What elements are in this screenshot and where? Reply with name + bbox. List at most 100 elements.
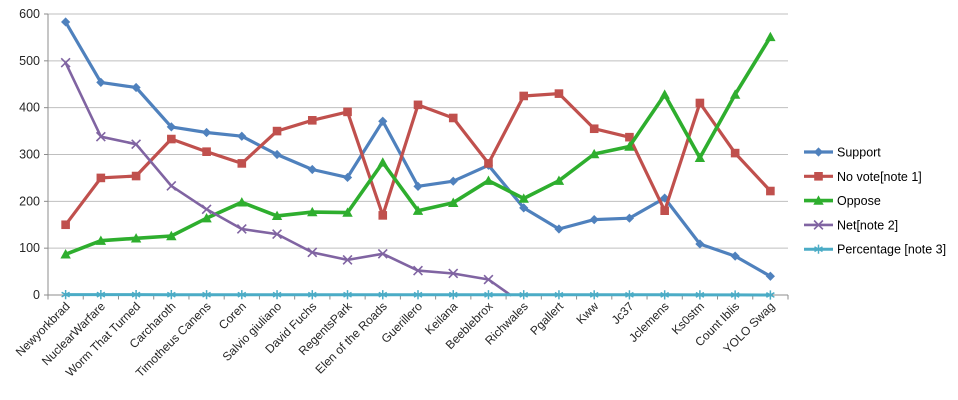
diamond-marker xyxy=(624,213,635,223)
square-marker xyxy=(96,173,106,183)
asterisk-marker xyxy=(730,290,740,300)
asterisk-marker xyxy=(484,290,493,300)
diamond-marker xyxy=(342,172,353,183)
series-oppose xyxy=(60,31,776,259)
axes: 0 100 200 300 400 500 600 xyxy=(19,7,789,302)
x-marker xyxy=(201,204,212,215)
series-support xyxy=(61,17,775,281)
asterisk-marker xyxy=(378,290,388,300)
x-marker xyxy=(307,247,318,258)
triangle-marker xyxy=(588,148,600,159)
diamond-marker xyxy=(554,224,564,234)
diamond-marker xyxy=(131,82,141,93)
triangle-marker xyxy=(166,230,177,241)
legend-label-support: Support xyxy=(837,146,881,160)
y-axis-tick-label: 500 xyxy=(19,54,40,68)
square-marker xyxy=(554,89,564,98)
x-marker xyxy=(95,131,106,142)
asterisk-marker xyxy=(766,290,775,300)
square-marker xyxy=(730,148,740,158)
x-axis-label-coren: Coren xyxy=(216,299,249,332)
legend-item-oppose: Oppose xyxy=(804,194,881,208)
diamond-marker xyxy=(96,77,106,87)
asterisk-marker xyxy=(237,290,247,300)
asterisk-marker xyxy=(625,290,634,300)
diamond-marker xyxy=(448,176,458,186)
series-line-net-note-2 xyxy=(64,61,512,297)
y-axis-tick-label: 200 xyxy=(19,194,40,208)
legend-label-net-note-2: Net[note 2] xyxy=(837,218,898,232)
asterisk-marker xyxy=(202,290,211,300)
series-line-oppose xyxy=(63,35,773,257)
series-net-note-2 xyxy=(60,57,512,297)
asterisk-marker xyxy=(589,290,599,300)
triangle-marker xyxy=(130,233,142,243)
triangle-marker xyxy=(448,197,459,207)
square-marker xyxy=(448,113,458,123)
triangle-marker xyxy=(659,89,670,99)
asterisk-marker xyxy=(814,244,823,254)
y-axis-tick-label: 400 xyxy=(19,101,40,115)
legend-item-no-vote-note-1: No vote[note 1] xyxy=(804,170,922,184)
triangle-marker xyxy=(60,249,71,259)
triangle-marker xyxy=(377,157,388,167)
triangle-marker xyxy=(307,206,318,217)
asterisk-marker xyxy=(448,290,458,300)
diamond-marker xyxy=(695,239,705,249)
asterisk-marker xyxy=(61,289,70,300)
x-axis-label-pgallert: Pgallert xyxy=(527,299,566,338)
asterisk-marker xyxy=(272,290,282,300)
asterisk-marker xyxy=(96,290,106,300)
x-marker xyxy=(236,223,247,234)
triangle-marker xyxy=(342,207,353,217)
square-marker xyxy=(814,172,823,181)
gridlines xyxy=(48,13,788,249)
diamond-marker xyxy=(765,271,775,281)
x-marker xyxy=(342,254,353,265)
x-marker xyxy=(60,57,71,68)
square-marker xyxy=(695,98,705,108)
square-marker xyxy=(660,206,669,215)
legend-item-support: Support xyxy=(804,146,881,160)
diamond-marker xyxy=(61,17,71,27)
legend: Support No vote[note 1] Oppose Net[note 2] P… xyxy=(804,146,946,257)
triangle-marker xyxy=(624,141,635,151)
asterisk-marker xyxy=(413,290,423,300)
series-no-vote-note-1 xyxy=(61,89,775,230)
legend-label-no-vote-note-1: No vote[note 1] xyxy=(837,170,922,184)
square-marker xyxy=(413,100,423,110)
triangle-marker xyxy=(412,205,424,215)
triangle-marker xyxy=(553,175,565,185)
triangle-marker xyxy=(271,210,283,221)
legend-item-percentage-note-3: Percentage [note 3] xyxy=(804,243,946,257)
legend-label-oppose: Oppose xyxy=(837,194,881,208)
diamond-marker xyxy=(413,181,423,191)
asterisk-marker xyxy=(660,290,670,300)
square-marker xyxy=(343,107,352,117)
x-marker xyxy=(448,268,459,279)
square-marker xyxy=(131,171,141,181)
square-marker xyxy=(307,116,317,125)
triangle-marker xyxy=(236,197,248,207)
triangle-marker xyxy=(729,89,741,99)
square-marker xyxy=(519,91,529,101)
asterisk-marker xyxy=(131,290,141,300)
y-axis-tick-label: 100 xyxy=(19,241,40,255)
x-marker xyxy=(813,219,824,230)
x-marker xyxy=(166,180,177,191)
asterisk-marker xyxy=(554,290,564,300)
legend-item-net-note-2: Net[note 2] xyxy=(804,218,898,232)
y-axis-tick-label: 300 xyxy=(19,148,40,162)
series-percentage-note-3 xyxy=(61,289,775,300)
y-axis-tick-label: 0 xyxy=(33,288,40,302)
square-marker xyxy=(237,159,247,168)
square-marker xyxy=(378,211,388,220)
diamond-marker xyxy=(730,251,740,261)
square-marker xyxy=(766,186,775,196)
square-marker xyxy=(484,159,493,168)
asterisk-marker xyxy=(307,290,317,300)
triangle-marker xyxy=(518,193,529,203)
